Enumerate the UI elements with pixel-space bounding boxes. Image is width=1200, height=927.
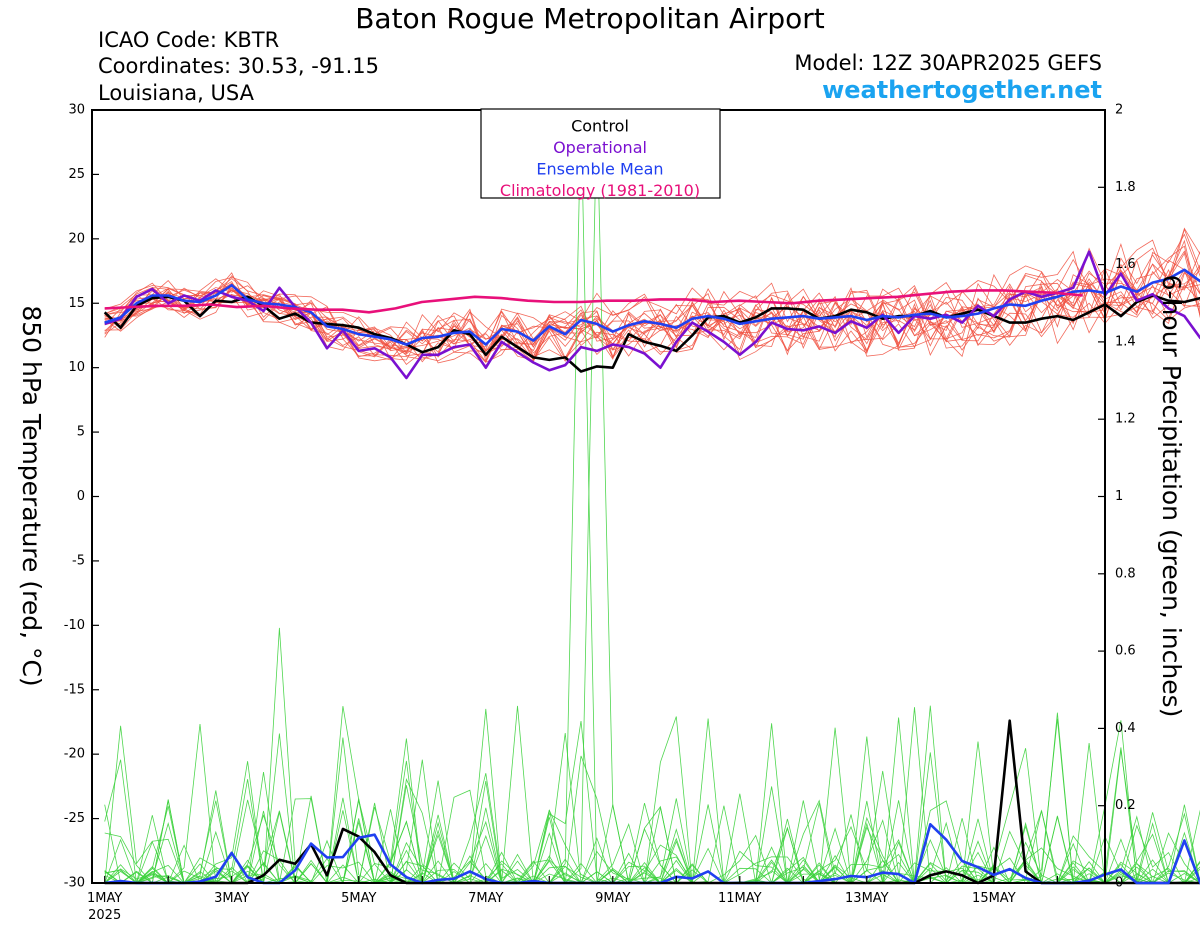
- legend-operational: Operational: [553, 138, 647, 157]
- y2-tick-label: 1.2: [1115, 412, 1136, 427]
- x-tick-label: 7MAY: [468, 891, 503, 906]
- ensemble-precip-member: [104, 109, 1200, 884]
- y2-tick-label: 0.8: [1115, 566, 1136, 581]
- legend-ensemble-mean: Ensemble Mean: [536, 160, 663, 179]
- y2-tick-label: 0: [1115, 876, 1123, 891]
- ensemble-temp-member: [104, 250, 1200, 360]
- x-tick-label: 1MAY: [87, 891, 122, 906]
- control-temp-line: [103, 294, 1200, 373]
- x-year-label: 2025: [88, 908, 121, 923]
- ensemble-temp-member: [104, 247, 1200, 358]
- y-tick-label: -10: [64, 618, 85, 633]
- y-tick-label: 10: [68, 360, 85, 375]
- y2-tick-label: 0.6: [1115, 644, 1136, 659]
- y-axis-label: 850 hPa Temperature (red, °C): [17, 305, 46, 686]
- legend-box: [480, 108, 721, 199]
- y-tick-label: 25: [68, 167, 85, 182]
- ensemble-temp-member: [104, 269, 1200, 364]
- y-tick-label: -5: [72, 553, 85, 568]
- ensemble-temp-member: [104, 272, 1200, 366]
- y-tick-label: -15: [64, 682, 85, 697]
- y-tick-label: 15: [68, 296, 85, 311]
- x-tick-label: 3MAY: [214, 891, 249, 906]
- ensemble-temp-member: [104, 227, 1200, 354]
- legend-control: Control: [571, 117, 629, 136]
- x-tick-label: 13MAY: [845, 891, 889, 906]
- y-tick-label: 20: [68, 231, 85, 246]
- y-tick-label: 0: [77, 489, 85, 504]
- y-tick-label: 30: [68, 103, 85, 118]
- plot-frame: [91, 109, 1106, 884]
- ensemble-precip-member: [104, 109, 1200, 884]
- ensemble-temp-member: [104, 228, 1200, 348]
- chart-title: Baton Rogue Metropolitan Airport: [355, 2, 825, 35]
- ensemble-temp-member: [104, 263, 1200, 357]
- ensemble-members: [104, 109, 1200, 885]
- y-tick-label: -25: [64, 811, 85, 826]
- x-tick-label: 15MAY: [972, 891, 1016, 906]
- y2-tick-label: 1.8: [1115, 180, 1136, 195]
- website-link[interactable]: weathertogether.net: [822, 76, 1102, 104]
- model-run: Model: 12Z 30APR2025 GEFS: [794, 51, 1102, 75]
- y-tick-label: -30: [64, 876, 85, 891]
- chart-axes: 302520151050-5-10-15-20-25-3021.81.61.41…: [64, 103, 1136, 924]
- y2-tick-label: 0.4: [1115, 721, 1136, 736]
- y2-tick-label: 1.4: [1115, 334, 1136, 349]
- x-tick-label: 11MAY: [718, 891, 762, 906]
- y2-axis-label: 6-hour Precipitation (green, inches): [1157, 275, 1186, 718]
- y2-tick-label: 0.2: [1115, 798, 1136, 813]
- y-tick-label: -20: [64, 747, 85, 762]
- legend-climatology: Climatology (1981-2010): [500, 181, 700, 200]
- ensemble-mean-temp-line: [104, 268, 1200, 346]
- ensemble-temp-member: [104, 233, 1200, 352]
- y2-tick-label: 1: [1115, 489, 1123, 504]
- x-tick-label: 5MAY: [341, 891, 376, 906]
- x-tick-label: 9MAY: [595, 891, 630, 906]
- location: Louisiana, USA: [98, 81, 254, 105]
- icao-code: ICAO Code: KBTR: [98, 28, 280, 52]
- y2-tick-label: 1.6: [1115, 257, 1136, 272]
- y-tick-label: 5: [77, 425, 85, 440]
- legend: Control Operational Ensemble Mean Climatolo…: [480, 108, 721, 200]
- coordinates: Coordinates: 30.53, -91.15: [98, 54, 379, 78]
- climatology-temp-line: [104, 289, 1083, 314]
- y2-tick-label: 2: [1115, 103, 1123, 118]
- ensemble-temp-member: [104, 265, 1200, 363]
